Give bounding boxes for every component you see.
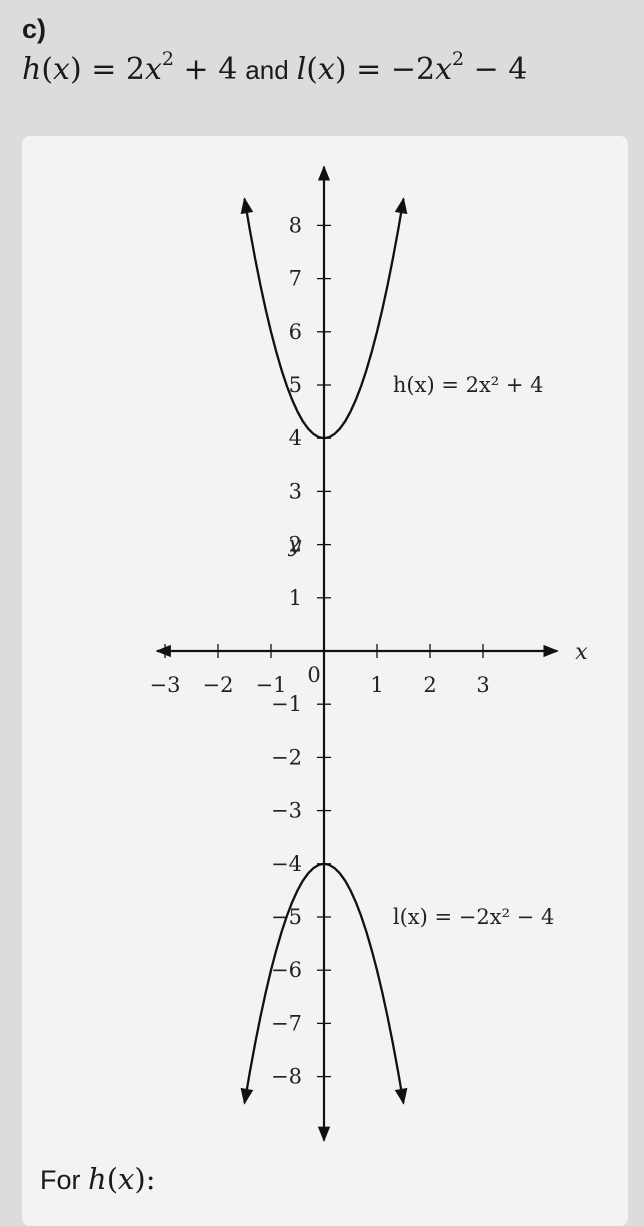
graph-card: −3 −2 −1 1 2 3 8 7 6 5 4 3 2 1 −1 −2 −3 −4 −5 −6 −7 −8 0 x y h(x)… [22, 136, 628, 1226]
x-tick-label: 3 [476, 673, 489, 697]
y-tick-label: −7 [271, 1011, 302, 1035]
x-tick-label: −2 [203, 673, 234, 697]
y-tick-label: 3 [289, 479, 302, 503]
y-tick-label: 1 [289, 586, 302, 610]
y-axis-label: y [288, 533, 302, 558]
x-tick-label: 2 [423, 673, 436, 697]
x-tick-label: 1 [370, 673, 383, 697]
function-graph: −3 −2 −1 1 2 387654321−1−2−3−4−5−6−7−80xyh(x)… [150, 165, 588, 1142]
y-tick-label: −4 [271, 852, 302, 876]
y-tick-label: −2 [271, 745, 302, 769]
x-axis-label: x [575, 640, 588, 665]
y-tick-label: −6 [271, 958, 302, 982]
series-label-1: h(x) = 2x² + 4 [393, 373, 544, 397]
x-tick-label: −1 [256, 673, 287, 697]
part-label: c) [22, 14, 47, 44]
footer-function: h(x): [88, 1162, 156, 1196]
y-tick-label: 7 [289, 267, 302, 291]
function-definitions: h(x) = 2x2 + 4 and l(x) = −2x2 − 4 [22, 48, 528, 88]
h-definition: h(x) = 2x2 + 4 [22, 48, 238, 88]
y-tick-label: 8 [289, 213, 302, 237]
y-tick-label: −8 [271, 1065, 302, 1089]
footer-lead: For [40, 1165, 81, 1195]
footer-prompt: For h(x): [40, 1162, 155, 1196]
l-definition: l(x) = −2x2 − 4 [296, 48, 528, 88]
series-label-2: l(x) = −2x² − 4 [393, 905, 554, 929]
y-tick-label: 6 [289, 320, 302, 344]
y-tick-label: 4 [289, 426, 302, 450]
y-tick-label: 2 [289, 533, 302, 557]
y-tick-label: 5 [289, 373, 302, 397]
origin-label: 0 [307, 663, 320, 687]
x-tick-label: −3 [150, 673, 181, 697]
series-curve-1 [240, 197, 408, 440]
y-tick-label: −3 [271, 799, 302, 823]
series-curve-2 [240, 862, 408, 1105]
connector-text: and [245, 55, 289, 85]
y-tick-label: −1 [271, 692, 302, 716]
